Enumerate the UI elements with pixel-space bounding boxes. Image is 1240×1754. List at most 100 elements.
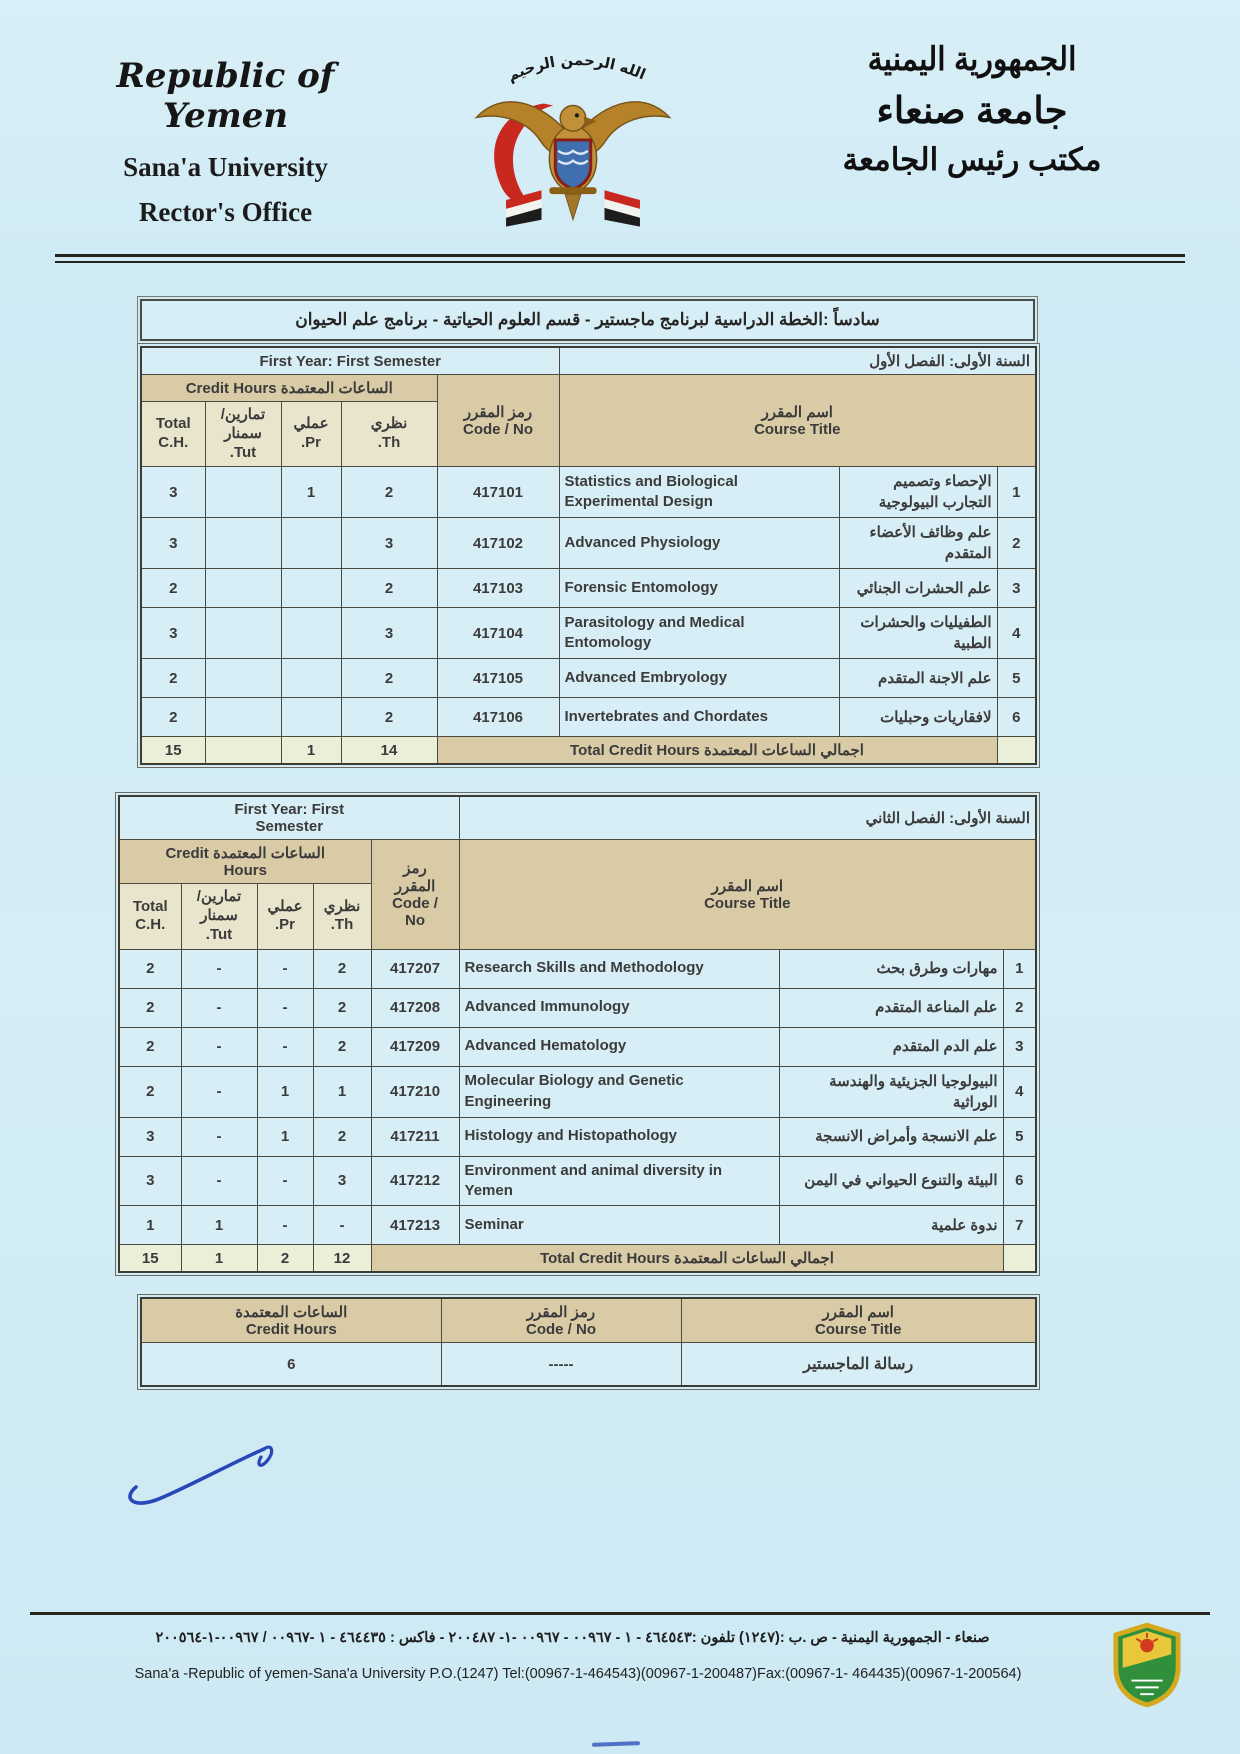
thesis-header-row: الساعات المعتمدة Credit Hours رمز المقرر… xyxy=(140,1297,1037,1343)
total-th-value: 12 xyxy=(312,1244,372,1273)
header-band-row: الساعات المعتمدة Credit Hours رمز المقرر… xyxy=(140,373,1037,468)
cell-th: 2 xyxy=(312,948,372,989)
total-ch-header: Total C.H. xyxy=(140,400,206,468)
course-title-header: اسم المقرر Course Title xyxy=(558,373,1037,468)
cell-tut: - xyxy=(180,1155,258,1206)
cell-total: 3 xyxy=(118,1116,182,1157)
cell-pr: - xyxy=(256,1155,314,1206)
letterhead-english: Republic of Yemen Sana'a University Rect… xyxy=(58,38,393,228)
total-row-end-cell xyxy=(996,736,1037,765)
total-row-end-cell xyxy=(1002,1244,1037,1273)
course-row: 3 1 2 417101 Statistics and Biological Exper… xyxy=(140,466,1037,519)
thesis-credit-value: 6 xyxy=(140,1342,442,1387)
course-row: 2- -2 417209 Advanced Hematology علم الدم ال… xyxy=(118,1026,1037,1067)
total-pr-value: 2 xyxy=(256,1244,314,1273)
thesis-row: 6 ----- رسالة الماجستير xyxy=(140,1342,1037,1387)
course-row: 3 3 417102 Advanced Physiology علم وظائف الأ… xyxy=(140,517,1037,570)
cell-code: 417101 xyxy=(436,466,560,519)
cell-code: 417210 xyxy=(370,1065,460,1118)
cell-code: 417102 xyxy=(436,517,560,570)
cell-no: 1 xyxy=(996,466,1037,519)
cell-code: 417209 xyxy=(370,1026,460,1067)
cell-title_ar: البيئة والتنوع الحيواني في اليمن xyxy=(778,1155,1004,1206)
total-credit-value: 15 xyxy=(118,1244,182,1273)
credit-hours-header: الساعات المعتمدة Credit Hours xyxy=(140,374,438,402)
total-row: 15 1 2 12 اجمالي الساعات المعتمدة Total … xyxy=(118,1244,1037,1273)
cell-tut: - xyxy=(180,1065,258,1118)
cell-title_en: Seminar xyxy=(458,1205,780,1245)
cell-title_en: Statistics and Biological Experimental D… xyxy=(558,466,840,519)
table-title-row: First Year: First Semester السنة الأولى:… xyxy=(118,795,1037,841)
cell-total: 2 xyxy=(140,568,206,609)
cell-th: - xyxy=(312,1205,372,1245)
cell-pr: - xyxy=(256,1205,314,1245)
cell-title_en: Histology and Histopathology xyxy=(458,1116,780,1157)
cell-title_en: Molecular Biology and Genetic Engineerin… xyxy=(458,1065,780,1118)
yemen-coat-of-arms-icon: بسم الله الرحمن الرحيم xyxy=(436,28,708,243)
cell-code: 417105 xyxy=(436,658,560,699)
cell-tut: - xyxy=(180,987,258,1028)
theory-header: نظري Th. xyxy=(340,400,438,468)
cell-no: 6 xyxy=(1002,1155,1037,1206)
cell-title_ar: علم الحشرات الجنائي xyxy=(838,568,998,609)
cell-title_en: Forensic Entomology xyxy=(558,568,840,609)
emblem-graphic: بسم الله الرحمن الرحيم xyxy=(436,28,672,227)
cell-code: 417103 xyxy=(436,568,560,609)
cell-title_en: Advanced Hematology xyxy=(458,1026,780,1067)
footer-contact-ar: صنعاء - الجمهورية اليمنية - ص .ب :(١٢٤٧)… xyxy=(155,1630,990,1646)
total-pr-value: 1 xyxy=(280,736,342,765)
cell-title_ar: الطفيليات والحشرات الطبية xyxy=(838,607,998,660)
cell-total: 2 xyxy=(140,658,206,699)
cell-no: 1 xyxy=(1002,948,1037,989)
cell-code: 417104 xyxy=(436,607,560,660)
country-name-en: Republic of Yemen xyxy=(116,56,335,136)
cell-no: 3 xyxy=(996,568,1037,609)
table-title-row: First Year: First Semester السنة الأولى:… xyxy=(140,346,1037,375)
course-row: 2 2 417105 Advanced Embryology علم الاجنة ال… xyxy=(140,658,1037,699)
total-th-value: 14 xyxy=(340,736,438,765)
cell-total: 2 xyxy=(140,697,206,738)
cell-title_ar: علم الانسجة وأمراض الانسجة xyxy=(778,1116,1004,1157)
cell-title_ar: علم الدم المتقدم xyxy=(778,1026,1004,1067)
cell-title_en: Parasitology and Medical Entomology xyxy=(558,607,840,660)
cell-tut xyxy=(204,658,282,699)
theory-header: نظري Th. xyxy=(312,883,372,950)
code-header: رمز المقرر Code / No xyxy=(436,373,560,468)
ink-mark xyxy=(591,1741,641,1747)
course-row: 2- -2 417207 Research Skills and Methodolog… xyxy=(118,948,1037,989)
cell-no: 6 xyxy=(996,697,1037,738)
course-row: 1 1- -417213 Seminar ندوة علمية 7 xyxy=(118,1205,1037,1245)
cell-total: 3 xyxy=(140,517,206,570)
course-row: 3- -3 417212 Environment and animal diversi… xyxy=(118,1155,1037,1206)
cell-th: 2 xyxy=(340,466,438,519)
semester-title-ar: السنة الأولى: الفصل الأول xyxy=(558,346,1037,375)
practical-header: عملي Pr. xyxy=(256,883,314,950)
thesis-course-title: رسالة الماجستير xyxy=(680,1342,1037,1387)
total-credit-label: اجمالي الساعات المعتمدة Total Credit Hou… xyxy=(436,736,998,765)
cell-code: 417106 xyxy=(436,697,560,738)
cell-code: 417207 xyxy=(370,948,460,989)
course-row: 3-1 2 417211 Histology and Histopathology عل… xyxy=(118,1116,1037,1157)
cell-no: 2 xyxy=(996,517,1037,570)
practical-header: عملي Pr. xyxy=(280,400,342,468)
total-tut-value xyxy=(204,736,282,765)
cell-tut: 1 xyxy=(180,1205,258,1245)
cell-no: 4 xyxy=(996,607,1037,660)
university-name-ar: جامعة صنعاء xyxy=(876,90,1068,131)
cell-no: 5 xyxy=(1002,1116,1037,1157)
cell-tut xyxy=(204,607,282,660)
semester2-table: First Year: First Semester السنة الأولى:… xyxy=(114,792,1041,1276)
course-row: 2 2 417106 Invertebrates and Chordates لافقا… xyxy=(140,697,1037,738)
code-header: رمز المقرر Code / No xyxy=(370,839,460,950)
cell-total: 2 xyxy=(118,948,182,989)
cell-th: 2 xyxy=(340,697,438,738)
cell-total: 2 xyxy=(118,1026,182,1067)
cell-pr: 1 xyxy=(280,466,342,519)
cell-no: 2 xyxy=(1002,987,1037,1028)
office-name-ar: مكتب رئيس الجامعة xyxy=(842,142,1102,177)
cell-title_ar: مهارات وطرق بحث xyxy=(778,948,1004,989)
semester-title-en: First Year: First Semester xyxy=(140,346,560,375)
semester2-body: 2- -2 417207 Research Skills and Methodolog… xyxy=(118,948,1037,1245)
cell-title_en: Advanced Embryology xyxy=(558,658,840,699)
